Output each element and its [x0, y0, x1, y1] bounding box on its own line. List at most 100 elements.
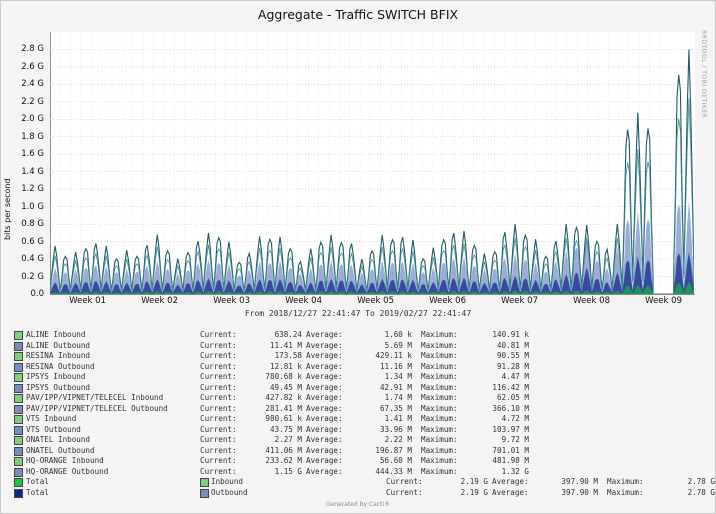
legend-maximum-value: 90.55 M [496, 351, 529, 360]
legend-current-caption: Current: [200, 445, 237, 455]
legend-current-value: 2.19 G [460, 477, 488, 486]
legend-current-caption: Current: [200, 414, 237, 423]
legend-label: Total [26, 477, 49, 486]
y-tick-label: 0.8 G [21, 219, 44, 230]
legend-maximum-value: 140.91 k [492, 330, 529, 339]
legend-swatch [14, 341, 23, 351]
legend-maximum-caption: Maximum: [421, 382, 458, 392]
chart-svg [50, 32, 694, 294]
legend-current-value: 411.06 M [265, 445, 302, 455]
legend-current-value: 980.61 k [265, 414, 302, 423]
legend-swatch [14, 383, 23, 393]
legend-maximum-value: 116.42 M [492, 382, 529, 392]
legend-label: Total [26, 487, 49, 497]
legend-maximum-caption: Maximum: [421, 424, 458, 434]
legend-maximum-caption: Maximum: [421, 361, 458, 371]
legend-current-caption: Current: [200, 393, 237, 402]
legend-average-caption: Average: [492, 477, 529, 486]
legend-maximum-caption: Maximum: [607, 487, 644, 497]
y-tick-label: 2.4 G [21, 79, 44, 90]
y-tick-label: 0.6 G [21, 236, 44, 247]
legend-current-value: 780.68 k [265, 372, 302, 381]
legend-average-value: 1.34 M [384, 372, 412, 381]
legend-current-caption: Current: [200, 361, 237, 371]
legend-average-value: 1.74 M [384, 393, 412, 402]
legend-maximum-value: 2.78 G [687, 487, 715, 497]
legend-average-caption: Average: [306, 372, 343, 381]
legend-swatch [14, 446, 23, 456]
legend-average-value: 444.33 M [375, 466, 412, 476]
legend-swatch [200, 488, 209, 498]
legend-label: ALINE Outbound [26, 340, 91, 350]
legend-label: HQ-ORANGE Inbound [26, 456, 104, 465]
legend-maximum-value: 366.10 M [492, 403, 529, 413]
x-tick-label: Week 05 [357, 296, 394, 306]
legend-maximum-caption: Maximum: [421, 393, 458, 402]
legend-average-value: 42.91 M [379, 382, 412, 392]
legend-average-caption: Average: [306, 424, 343, 434]
series-inbound-line [50, 49, 694, 294]
legend-label: IPSYS Inbound [26, 372, 86, 381]
legend-average-value: 56.60 M [379, 456, 412, 465]
legend-label: Outbound [211, 487, 248, 497]
x-tick-label: Week 09 [645, 296, 682, 306]
x-tick-label: Week 04 [285, 296, 322, 306]
legend-swatch [200, 478, 209, 487]
legend-maximum-value: 40.81 M [496, 340, 529, 350]
legend-average-value: 397.90 M [561, 477, 598, 486]
legend-swatch [14, 394, 23, 403]
y-tick-label: 0.4 G [21, 254, 44, 265]
legend-current-caption: Current: [200, 351, 237, 360]
legend-average-value: 11.16 M [379, 361, 412, 371]
legend-average-value: 1.60 k [384, 330, 412, 339]
legend-average-caption: Average: [306, 330, 343, 339]
legend-current-caption: Current: [200, 372, 237, 381]
x-tick-label: Week 01 [69, 296, 106, 306]
legend-maximum-value: 2.78 G [687, 477, 715, 486]
legend-maximum-caption: Maximum: [607, 477, 644, 486]
legend-current-value: 43.75 M [269, 424, 302, 434]
legend-label: VTS Inbound [26, 414, 77, 423]
generator-credit: Generated by Cacti® [325, 501, 391, 508]
legend-average-value: 67.35 M [379, 403, 412, 413]
legend-average-caption: Average: [306, 361, 343, 371]
legend-label: ALINE Inbound [26, 330, 86, 339]
legend-label: VTS Outbound [26, 424, 81, 434]
legend-swatch [14, 362, 23, 372]
legend-average-value: 429.11 k [375, 351, 412, 360]
legend-average-value: 196.87 M [375, 445, 412, 455]
legend-current-caption: Current: [200, 435, 237, 444]
legend-current-value: 49.45 M [269, 382, 302, 392]
legend-label: RESINA Inbound [26, 351, 91, 360]
legend-label: ONATEL Outbound [26, 445, 95, 455]
legend-maximum-value: 481.98 M [492, 456, 529, 465]
legend-maximum-caption: Maximum: [421, 351, 458, 360]
y-tick-label: 1.2 G [21, 184, 44, 195]
legend-current-caption: Current: [386, 487, 423, 497]
legend-maximum-caption: Maximum: [421, 403, 458, 413]
series-inbound-line-2 [50, 98, 694, 294]
legend-current-value: 2.19 G [460, 487, 488, 497]
legend-swatch [14, 478, 23, 487]
series-green-base [50, 281, 694, 294]
legend-swatch [14, 352, 23, 361]
y-tick-label: 1.6 G [21, 149, 44, 160]
legend-current-value: 1.15 G [274, 466, 302, 476]
x-tick-label: Week 06 [429, 296, 466, 306]
y-tick-label: 2.8 G [21, 44, 44, 55]
y-tick-label: 2.6 G [21, 61, 44, 72]
legend-maximum-caption: Maximum: [421, 372, 458, 381]
legend-swatch [14, 373, 23, 382]
rrdtool-watermark: RRDTOOL / TOBI OETIKER [700, 30, 707, 119]
x-tick-label: Week 08 [573, 296, 610, 306]
legend-current-value: 11.41 M [269, 340, 302, 350]
legend-swatch [14, 457, 23, 466]
date-range: From 2018/12/27 22:41:47 To 2019/02/27 2… [244, 309, 472, 318]
y-tick-label: 1.8 G [21, 131, 44, 142]
legend-maximum-value: 701.01 M [492, 445, 529, 455]
y-tick-label: 1.0 G [21, 201, 44, 212]
x-tick-label: Week 07 [501, 296, 538, 306]
legend-average-caption: Average: [306, 445, 343, 455]
legend-average-value: 1.41 M [384, 414, 412, 423]
legend-swatch [14, 436, 23, 445]
